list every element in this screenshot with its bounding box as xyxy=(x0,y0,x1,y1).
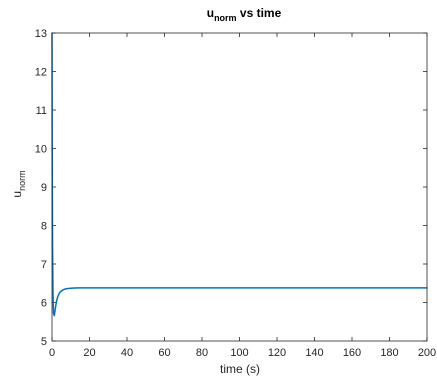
x-tick-label: 100 xyxy=(230,347,248,359)
title-base: u xyxy=(207,6,214,20)
title-suffix: vs time xyxy=(237,6,282,20)
axes-box xyxy=(51,32,428,342)
x-tick-label: 200 xyxy=(418,347,436,359)
x-tick-label: 20 xyxy=(83,347,95,359)
x-tick-label: 180 xyxy=(380,347,398,359)
y-tick-label: 10 xyxy=(35,144,47,156)
x-tick-label: 80 xyxy=(196,347,208,359)
y-tick-label: 11 xyxy=(36,105,47,117)
y-tick-label: 9 xyxy=(41,182,47,194)
x-tick-label: 40 xyxy=(121,347,133,359)
x-tick-label: 0 xyxy=(49,347,55,359)
y-label-base: u xyxy=(10,191,24,198)
x-tick-label: 160 xyxy=(343,347,361,359)
y-tick-label: 6 xyxy=(41,298,47,310)
y-tick-label: 7 xyxy=(41,259,47,271)
x-axis-label: time (s) xyxy=(220,362,260,376)
y-tick-label: 12 xyxy=(35,67,47,79)
y-label-subscript: norm xyxy=(17,170,27,191)
x-tick-label: 140 xyxy=(305,347,323,359)
y-tick-label: 13 xyxy=(35,28,47,40)
title-subscript: norm xyxy=(214,13,237,23)
y-tick-label: 5 xyxy=(41,336,47,348)
y-tick-label: 8 xyxy=(41,221,47,233)
chart-title: unorm vs time xyxy=(207,6,282,23)
x-tick-label: 120 xyxy=(268,347,286,359)
series-layer xyxy=(51,32,428,317)
ticks-layer: 0 20 40 60 80 100 120 140 160 180 200 5 6 7 8 9 10 11 12 13 xyxy=(35,28,436,359)
y-axis-label: unorm xyxy=(10,170,27,197)
x-tick-label: 60 xyxy=(158,347,170,359)
series-line xyxy=(51,32,428,317)
